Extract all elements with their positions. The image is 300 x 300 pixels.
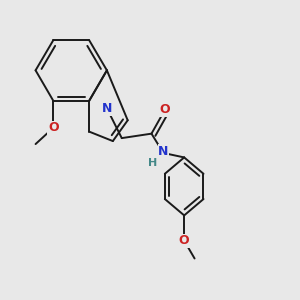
Text: O: O <box>179 234 190 247</box>
Text: N: N <box>102 102 112 115</box>
Text: O: O <box>160 103 170 116</box>
Text: N: N <box>158 145 169 158</box>
Text: H: H <box>148 158 158 168</box>
Text: O: O <box>48 121 59 134</box>
